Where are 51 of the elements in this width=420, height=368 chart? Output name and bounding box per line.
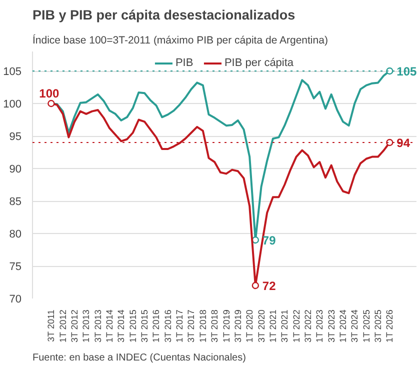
x-tick-label: 1T 2026: [384, 310, 395, 343]
y-tick-label: 70: [9, 294, 22, 306]
x-tick-label: 3T 2019: [232, 310, 243, 343]
legend-label: PIB: [175, 57, 194, 69]
source-note: Fuente: en base a INDEC (Cuentas Nacionales): [32, 352, 246, 364]
point: [252, 282, 260, 290]
x-tick-label: 1T 2012: [58, 310, 68, 343]
x-tick-label: 3T 2016: [162, 310, 173, 343]
y-tick-label: 100: [3, 98, 22, 110]
x-tick-label: 1T 2019: [221, 310, 232, 343]
x-tick-label: 1T 2014: [104, 310, 115, 343]
x-tick-label: 1T 2025: [361, 310, 372, 343]
x-tick-label: 3T 2025: [372, 310, 383, 343]
x-tick-label: 3T 2022: [302, 310, 313, 343]
point: [48, 100, 55, 108]
data-label: 94: [396, 136, 410, 150]
x-tick-label: 1T 2018: [198, 310, 208, 343]
x-tick-label: 3T 2015: [140, 310, 150, 343]
x-tick-label: 3T 2017: [186, 310, 196, 343]
x-tick-label: 1T 2022: [291, 310, 302, 343]
y-tick-label: 80: [9, 228, 22, 240]
x-tick-label: 3T 2020: [256, 310, 266, 343]
x-tick-label: 1T 2015: [128, 310, 138, 343]
x-tick-label: 3T 2018: [210, 310, 220, 343]
y-tick-label: 85: [9, 196, 22, 208]
x-tick-label: 1T 2021: [268, 310, 278, 343]
x-tick-label: 3T 2023: [326, 310, 336, 343]
y-tick-label: 95: [9, 131, 22, 143]
y-tick-label: 75: [9, 261, 22, 273]
chart-title: PIB y PIB per cápita desestacionalizados: [32, 8, 296, 22]
point: [386, 138, 394, 146]
point: [252, 236, 260, 244]
point: [386, 67, 394, 75]
data-label: 72: [262, 279, 276, 293]
x-tick-label: 3T 2021: [280, 310, 290, 343]
legend-label: PIB per cápita: [224, 57, 294, 69]
y-tick-label: 105: [3, 66, 22, 78]
x-tick-label: 1T 2017: [174, 310, 185, 343]
x-tick-label: 3T 2013: [92, 310, 103, 343]
x-tick-label: 1T 2013: [81, 310, 92, 343]
x-tick-label: 1T 2016: [151, 310, 162, 343]
x-tick-label: 3T 2014: [116, 310, 126, 343]
chart-subtitle: Índice base 100=3T-2011 (máximo PIB per cápita de Argentina): [32, 34, 328, 46]
x-tick-label: 1T 2020: [244, 310, 255, 343]
x-tick-label: 1T 2023: [314, 310, 325, 343]
data-label: 100: [39, 86, 60, 100]
x-tick-label: 3T 2024: [350, 310, 360, 343]
x-tick-label: 1T 2024: [338, 310, 348, 343]
x-tick-label: 3T 2012: [70, 310, 80, 343]
y-tick-label: 90: [9, 164, 22, 176]
x-tick-label: 3T 2011: [46, 310, 56, 342]
